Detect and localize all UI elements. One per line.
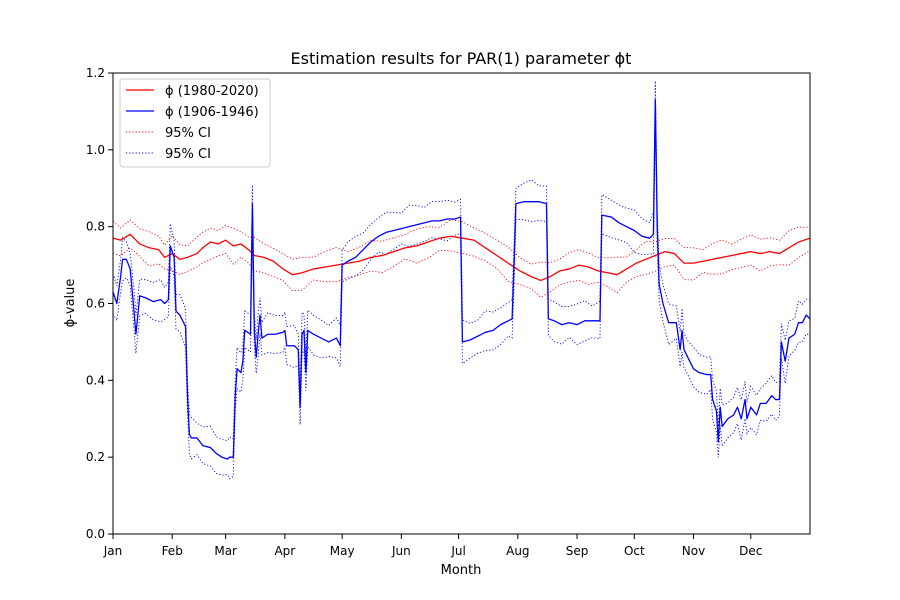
x-tick-label: Nov — [682, 544, 705, 558]
legend-box — [119, 78, 271, 168]
x-tick-label: Jul — [450, 544, 465, 558]
x-tick-label: May — [330, 544, 355, 558]
chart-title: Estimation results for PAR(1) parameter … — [291, 49, 632, 68]
x-tick-label: Sep — [566, 544, 589, 558]
legend-label: ϕ (1906-1946) — [165, 105, 259, 120]
ci-lower-line-2 — [113, 247, 810, 298]
x-tick-label: Dec — [739, 544, 762, 558]
x-axis-label: Month — [441, 563, 482, 578]
y-axis-label: ϕ-value — [63, 279, 78, 328]
x-axis: Jan Feb Mar Apr May Jun Jul Aug Sep Oct Nov Dec — [103, 534, 762, 558]
y-tick-label: 0.2 — [86, 450, 105, 464]
x-tick-label: Apr — [274, 544, 295, 558]
y-axis: 0.0 0.2 0.4 0.6 0.8 1.0 1.2 — [86, 66, 113, 541]
legend: ϕ (1980-2020) ϕ (1906-1946) 95% CI 95% CI — [119, 78, 271, 168]
x-tick-label: Aug — [506, 544, 529, 558]
x-tick-label: Mar — [214, 544, 237, 558]
y-tick-label: 0.8 — [86, 220, 105, 234]
plot-area — [113, 81, 810, 480]
x-tick-label: Oct — [624, 544, 645, 558]
legend-label: 95% CI — [165, 126, 211, 141]
ci-lower-line-3 — [113, 119, 810, 480]
x-tick-label: Jun — [391, 544, 411, 558]
ci-upper-line-2 — [113, 219, 810, 265]
y-tick-label: 0.0 — [86, 527, 105, 541]
ci-upper-line-3 — [113, 81, 810, 442]
series-line-0 — [113, 233, 810, 282]
series-line-1 — [113, 99, 810, 460]
series-group — [113, 81, 810, 480]
y-tick-label: 0.4 — [86, 373, 105, 387]
y-tick-label: 1.2 — [86, 66, 105, 80]
legend-label: 95% CI — [165, 147, 211, 162]
x-tick-label: Feb — [162, 544, 183, 558]
y-tick-label: 0.6 — [86, 297, 105, 311]
y-tick-label: 1.0 — [86, 143, 105, 157]
legend-label: ϕ (1980-2020) — [165, 84, 259, 99]
x-tick-label: Jan — [103, 544, 123, 558]
